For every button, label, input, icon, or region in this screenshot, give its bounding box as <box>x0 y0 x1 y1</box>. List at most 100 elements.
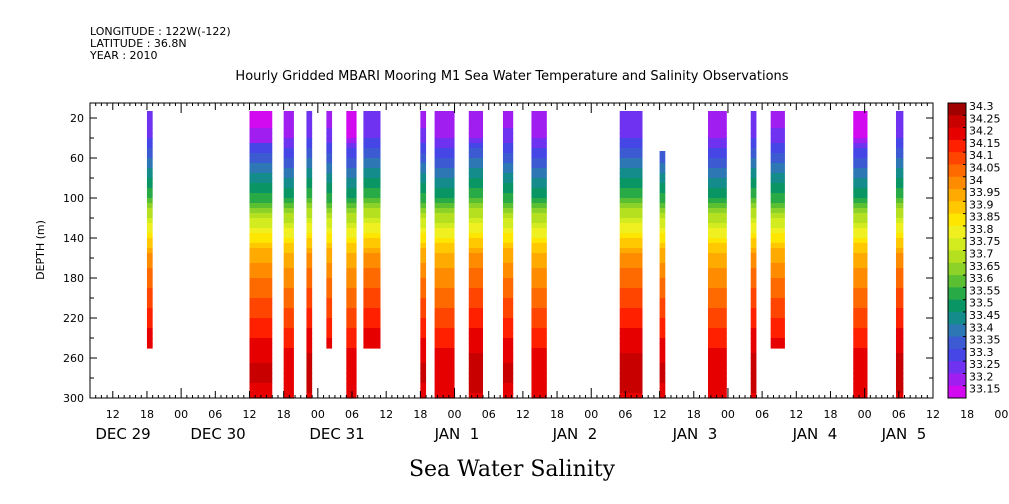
salinity-cell <box>306 388 313 394</box>
salinity-cell <box>346 203 357 209</box>
salinity-cell <box>502 213 514 219</box>
salinity-cell <box>502 308 514 314</box>
salinity-cell <box>770 343 785 349</box>
colorbar-label: 33.8 <box>969 223 994 236</box>
salinity-cell <box>326 218 333 224</box>
salinity-cell <box>468 133 484 139</box>
salinity-cell <box>619 143 643 149</box>
salinity-cell <box>363 248 381 254</box>
salinity-cell <box>306 238 313 244</box>
salinity-cell <box>531 193 547 199</box>
salinity-cell <box>502 243 514 249</box>
salinity-cell <box>708 188 727 194</box>
salinity-cell <box>326 258 333 264</box>
salinity-cell <box>770 128 785 134</box>
salinity-cell <box>306 133 313 139</box>
salinity-cell <box>306 228 313 234</box>
salinity-cell <box>283 163 294 169</box>
salinity-cell <box>146 323 153 329</box>
colorbar-label: 34.25 <box>969 112 1001 125</box>
salinity-cell <box>468 293 484 299</box>
salinity-cell <box>249 328 273 334</box>
salinity-cell <box>750 208 757 214</box>
salinity-cell <box>283 328 294 334</box>
salinity-cell <box>249 133 273 139</box>
salinity-cell <box>750 333 757 339</box>
salinity-cell <box>708 223 727 229</box>
salinity-cell <box>531 248 547 254</box>
salinity-cell <box>346 268 357 274</box>
salinity-cell <box>468 323 484 329</box>
salinity-cell <box>502 298 514 304</box>
salinity-cell <box>468 358 484 364</box>
salinity-cell <box>659 163 666 169</box>
salinity-cell <box>306 158 313 164</box>
salinity-cell <box>895 238 904 244</box>
salinity-cell <box>249 288 273 294</box>
salinity-cell <box>468 168 484 174</box>
salinity-cell <box>750 348 757 354</box>
salinity-cell <box>363 223 381 229</box>
salinity-cell <box>502 198 514 204</box>
colorbar-label: 33.5 <box>969 297 994 310</box>
salinity-cell <box>326 148 333 154</box>
salinity-cell <box>306 308 313 314</box>
salinity-cell <box>895 333 904 339</box>
salinity-cell <box>468 278 484 284</box>
salinity-cell <box>895 318 904 324</box>
salinity-cell <box>619 208 643 214</box>
colorbar-label: 33.65 <box>969 260 1001 273</box>
salinity-cell <box>502 228 514 234</box>
salinity-cell <box>531 223 547 229</box>
salinity-cell <box>531 263 547 269</box>
date-label: JAN 1 <box>434 425 480 443</box>
salinity-cell <box>346 263 357 269</box>
salinity-cell <box>502 373 514 379</box>
observation-block <box>346 111 357 399</box>
salinity-cell <box>146 298 153 304</box>
salinity-cell <box>853 173 868 179</box>
salinity-cell <box>750 393 757 399</box>
salinity-cell <box>326 193 333 199</box>
salinity-cell <box>306 123 313 129</box>
salinity-cell <box>770 328 785 334</box>
observation-block <box>531 111 547 399</box>
salinity-cell <box>283 378 294 384</box>
salinity-cell <box>306 278 313 284</box>
salinity-cell <box>531 353 547 359</box>
salinity-cell <box>502 333 514 339</box>
salinity-cell <box>283 183 294 189</box>
salinity-cell <box>853 208 868 214</box>
salinity-cell <box>468 223 484 229</box>
salinity-cell <box>708 283 727 289</box>
salinity-cell <box>619 128 643 134</box>
colorbar-swatch <box>948 262 966 276</box>
salinity-cell <box>420 318 427 324</box>
salinity-cell <box>420 238 427 244</box>
salinity-cell <box>249 358 273 364</box>
salinity-cell <box>363 288 381 294</box>
longitude-text: LONGITUDE : 122W(-122) <box>90 25 231 38</box>
salinity-cell <box>531 273 547 279</box>
salinity-cell <box>531 133 547 139</box>
salinity-cell <box>619 348 643 354</box>
salinity-cell <box>502 248 514 254</box>
observation-block <box>306 111 313 399</box>
salinity-cell <box>346 228 357 234</box>
salinity-cell <box>346 258 357 264</box>
salinity-cell <box>895 323 904 329</box>
salinity-cell <box>363 111 381 124</box>
colorbar-swatch <box>948 373 966 387</box>
salinity-cell <box>283 193 294 199</box>
salinity-cell <box>420 298 427 304</box>
hour-tick-label: 12 <box>106 408 120 421</box>
salinity-cell <box>770 163 785 169</box>
salinity-cell <box>146 218 153 224</box>
salinity-cell <box>283 243 294 249</box>
salinity-cell <box>346 328 357 334</box>
salinity-cell <box>306 353 313 359</box>
salinity-cell <box>346 111 357 124</box>
salinity-cell <box>750 358 757 364</box>
salinity-cell <box>249 293 273 299</box>
